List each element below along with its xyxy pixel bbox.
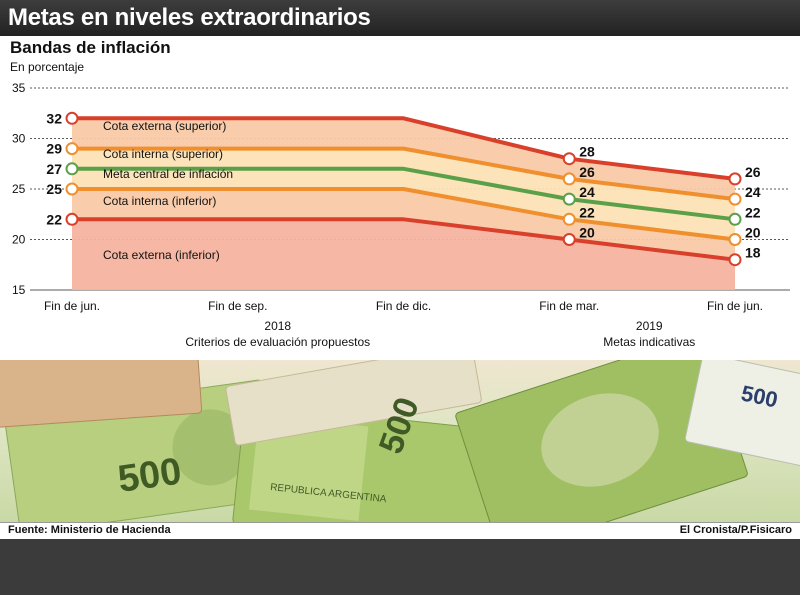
title-banner: Metas en niveles extraordinarios [0, 0, 800, 36]
banknote-illustration [0, 360, 800, 522]
series-line-4 [72, 187, 736, 242]
series-name-5: Cota externa (inferior) [103, 248, 220, 262]
data-point-2-5 [728, 192, 742, 206]
series-name-2: Cota interna (superior) [103, 147, 223, 161]
band-area-3 [72, 168, 735, 240]
x-tick-label-5: Fin de jun. [707, 299, 763, 313]
banknote-value: 500 [115, 450, 184, 500]
band-area-4 [72, 189, 735, 260]
data-label-5-4: 20 [579, 225, 595, 241]
series-name-3: Meta central de inflación [103, 167, 233, 181]
data-label-3-4: 24 [579, 184, 595, 200]
footer: Fuente: Ministerio de Hacienda El Cronis… [0, 522, 800, 539]
chart-title: Bandas de inflación [10, 38, 171, 57]
data-label-4-1: 25 [46, 181, 62, 197]
y-tick-label-30: 30 [12, 132, 26, 146]
data-point-4-1 [65, 182, 79, 196]
y-tick-label-35: 35 [12, 81, 26, 95]
data-label-1-5: 26 [745, 164, 761, 180]
data-point-3-4 [562, 192, 576, 206]
series-name-1: Cota externa (superior) [103, 119, 226, 133]
data-point-5-1 [65, 212, 79, 226]
series-name-4: Cota interna (inferior) [103, 194, 216, 208]
chart-subtitle: En porcentaje [10, 60, 85, 74]
data-point-5-4 [562, 233, 576, 246]
data-label-4-5: 20 [745, 225, 761, 241]
source-note: Fuente: Ministerio de Hacienda [8, 524, 171, 536]
data-point-5-5 [728, 253, 742, 267]
credit-note: El Cronista/P.Fisicaro [679, 524, 792, 536]
data-label-5-5: 18 [745, 245, 761, 261]
x-tick-label-2: Fin de sep. [208, 299, 267, 313]
x-tick-label-1: Fin de jun. [44, 299, 100, 313]
series-line-3 [72, 166, 736, 222]
data-point-2-1 [65, 142, 79, 156]
data-label-5-1: 22 [46, 211, 62, 227]
data-point-4-5 [728, 233, 742, 246]
data-point-3-5 [728, 212, 742, 226]
data-label-2-5: 24 [745, 184, 761, 200]
y-tick-label-15: 15 [12, 283, 26, 297]
data-label-2-4: 26 [579, 164, 595, 180]
page-title: Metas en niveles extraordinarios [8, 4, 371, 31]
data-label-1-1: 32 [46, 110, 62, 126]
group-year-2: 2019 [636, 319, 663, 333]
series-line-2 [72, 146, 736, 202]
data-point-1-4 [562, 152, 576, 166]
data-label-3-5: 22 [745, 204, 761, 220]
x-tick-label-4: Fin de mar. [539, 299, 599, 313]
data-label-2-1: 29 [46, 141, 62, 157]
y-tick-label-25: 25 [12, 182, 26, 196]
data-label-4-4: 22 [579, 204, 595, 220]
data-point-3-1 [65, 162, 79, 176]
inflation-bands-chart: 1520253035322826292624272422252220222018… [12, 81, 790, 349]
series-line-5 [72, 217, 736, 262]
data-label-3-1: 27 [46, 161, 62, 177]
data-point-4-4 [562, 212, 576, 226]
y-tick-label-20: 20 [12, 233, 26, 247]
data-label-1-4: 28 [579, 144, 595, 160]
data-point-2-4 [562, 172, 576, 186]
band-area-5 [72, 219, 735, 290]
bottom-band [0, 539, 800, 595]
group-year-1: 2018 [264, 319, 291, 333]
data-point-1-5 [728, 172, 742, 186]
banknotes-photo: 500 500 500 REPUBLICA ARGENTINA [0, 360, 800, 522]
data-point-1-1 [65, 111, 79, 125]
x-tick-label-3: Fin de dic. [376, 299, 431, 313]
band-area-1 [72, 118, 735, 200]
series-line-1 [72, 116, 736, 181]
group-label-1: Criterios de evaluación propuestos [185, 335, 370, 349]
group-label-2: Metas indicativas [603, 335, 695, 349]
band-area-2 [72, 148, 735, 220]
